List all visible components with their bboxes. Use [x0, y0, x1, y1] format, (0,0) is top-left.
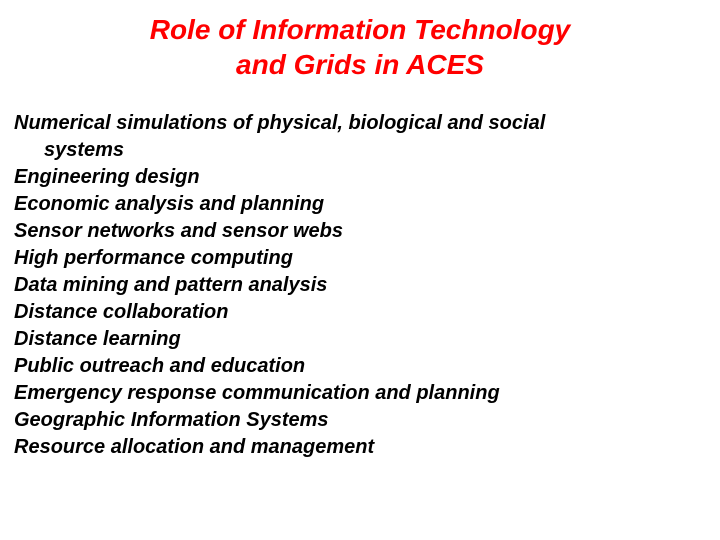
- slide-container: Role of Information Technology and Grids…: [0, 0, 720, 540]
- list-item: Public outreach and education: [14, 353, 706, 380]
- list-item: Data mining and pattern analysis: [14, 272, 706, 299]
- list-item: Numerical simulations of physical, biolo…: [14, 110, 706, 137]
- list-item: Distance collaboration: [14, 299, 706, 326]
- list-item: Resource allocation and management: [14, 434, 706, 461]
- list-item: Economic analysis and planning: [14, 191, 706, 218]
- list-item: systems: [14, 137, 706, 164]
- list-item: Emergency response communication and pla…: [14, 380, 706, 407]
- list-item: High performance computing: [14, 245, 706, 272]
- list-item: Engineering design: [14, 164, 706, 191]
- title-line-2: and Grids in ACES: [236, 49, 484, 80]
- slide-title: Role of Information Technology and Grids…: [14, 12, 706, 82]
- list-item: Sensor networks and sensor webs: [14, 218, 706, 245]
- list-item: Geographic Information Systems: [14, 407, 706, 434]
- slide-body: Numerical simulations of physical, biolo…: [14, 110, 706, 461]
- title-line-1: Role of Information Technology: [150, 14, 571, 45]
- list-item: Distance learning: [14, 326, 706, 353]
